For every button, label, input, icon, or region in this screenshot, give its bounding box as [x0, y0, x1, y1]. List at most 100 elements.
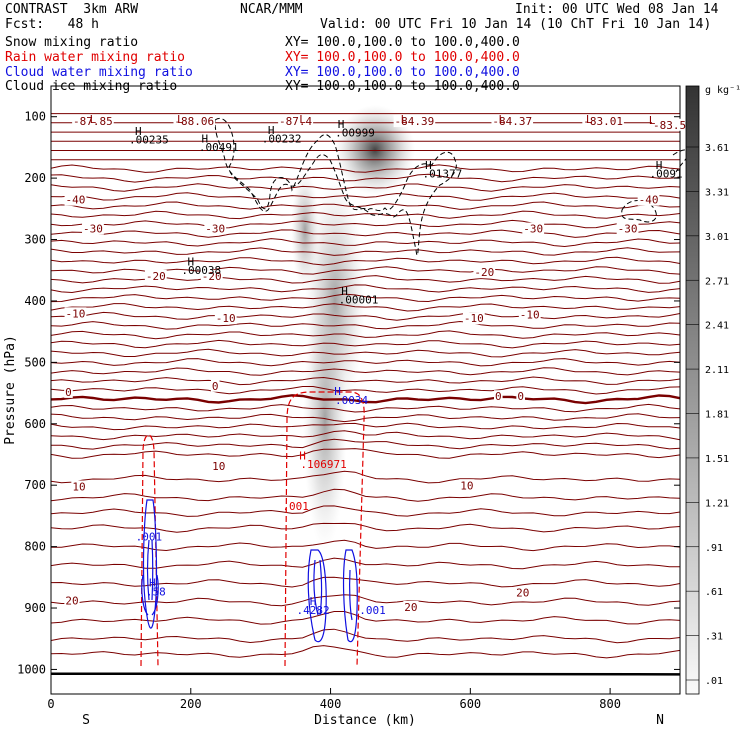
label-bg [204, 222, 227, 235]
south-label: S [82, 713, 90, 728]
field-label-snow: Snow mixing ratio [5, 35, 139, 50]
extremum-label: .106971 [300, 458, 346, 471]
colorbar-tick-label: .31 [705, 632, 723, 643]
extremum-label: H [334, 385, 341, 398]
label-bg [652, 118, 688, 131]
label-bg [393, 115, 436, 128]
colorbar-tick-label: 2.41 [705, 321, 729, 332]
label-bg [173, 115, 216, 128]
temperature-label: 0 [65, 386, 72, 399]
extremum-label: .0091 [649, 168, 682, 181]
label-bg [403, 600, 419, 613]
temperature-label: -40 [66, 194, 86, 207]
extremum-label: H [149, 577, 156, 590]
extremum-label: L [177, 113, 184, 126]
label-bg [200, 269, 223, 282]
label-bg [214, 312, 237, 325]
colorbar-tick-label: 3.01 [705, 232, 729, 243]
temperature-label: -10 [464, 312, 484, 325]
colorbar-tick-label: .61 [705, 587, 723, 598]
extremum-label: .001 [282, 500, 309, 513]
label-bg [72, 115, 114, 128]
temperature-label: -87.85 [73, 115, 113, 128]
temperature-label: -10 [520, 309, 540, 322]
isotherm-line [50, 210, 681, 220]
isotherm-line [50, 247, 681, 256]
y-tick-label: 300 [24, 233, 46, 247]
isotherm-line [50, 611, 681, 625]
colorbar-tick-label: .01 [705, 676, 723, 687]
temperature-label: 0 [212, 380, 219, 393]
colorbar-tick-label: 2.11 [705, 365, 729, 376]
label-bg [515, 586, 531, 599]
isotherm-line [50, 339, 681, 349]
y-axis-title: Pressure (hPa) [3, 335, 18, 445]
extremum-label: .00999 [335, 126, 375, 139]
extremum-label: .01377 [423, 168, 463, 181]
label-bg [491, 115, 534, 128]
colorbar-tick-label: 3.61 [705, 143, 729, 154]
rain-contour-left [140, 434, 159, 667]
isotherm-line [50, 376, 681, 386]
temperature-label: -87.4 [279, 115, 312, 128]
colorbar-unit: g kg⁻¹ [705, 85, 740, 96]
colorbar-tick-label: 3.31 [705, 187, 729, 198]
extremum-label: L [649, 114, 656, 127]
label-bg [616, 222, 639, 235]
extremum-label: H [341, 285, 348, 298]
rain-contour-center [284, 391, 365, 667]
ground-surface [50, 672, 681, 676]
y-tick-label: 100 [24, 110, 46, 124]
label-bg [210, 379, 220, 392]
y-tick-label: 800 [24, 540, 46, 554]
temperature-label: 10 [72, 480, 85, 493]
colorbar-tick-label: .91 [705, 543, 723, 554]
temperature-label: 0 [517, 390, 524, 403]
model-title: CONTRAST 3km ARW [5, 2, 139, 17]
isotherm-line [50, 219, 681, 229]
isotherm-line [50, 645, 681, 659]
y-tick-label: 600 [24, 417, 46, 431]
label-bg [71, 480, 87, 493]
isotherm-line [50, 403, 681, 413]
isotherm-line [50, 284, 681, 294]
cloud-water-contours [141, 499, 358, 643]
temperature-label: -20 [474, 266, 494, 279]
extremum-label: L [498, 113, 505, 126]
north-label: N [656, 713, 664, 728]
isotherm-line [50, 430, 681, 441]
label-bg [459, 479, 475, 492]
extremum-label: L [401, 113, 408, 126]
extremum-label: L [299, 113, 306, 126]
extremum-label: .00001 [339, 293, 379, 306]
extremum-label: .4282 [297, 604, 330, 617]
isotherm-line [50, 192, 681, 201]
field-xy-rain: XY= 100.0,100.0 to 100.0,400.0 [285, 50, 520, 65]
temperature-label: -20 [202, 270, 222, 283]
extremum-label: .58 [146, 586, 166, 599]
label-bg [493, 390, 503, 403]
temperature-label: 20 [65, 595, 78, 608]
cloud-ice-contour-small [621, 200, 657, 223]
temperature-label: -40 [639, 194, 659, 207]
colorbar-tick-label: 1.21 [705, 498, 729, 509]
extremum-label: H [268, 124, 275, 137]
y-tick-label: 900 [24, 601, 46, 615]
isotherm-line [50, 413, 681, 423]
extremum-label: L [90, 113, 97, 126]
temperature-label: 20 [404, 601, 417, 614]
temperature-label: -30 [618, 223, 638, 236]
x-axis-title: Distance (km) [314, 713, 416, 728]
extremum-label: H [299, 449, 306, 462]
temperature-label: 10 [460, 479, 473, 492]
label-bg [82, 222, 104, 235]
label-bg [64, 307, 87, 320]
isotherm-line [50, 238, 681, 248]
isotherm-line [50, 256, 681, 266]
temperature-label: -83.5 [653, 119, 686, 132]
label-bg [64, 193, 87, 206]
isotherm-line [50, 311, 681, 321]
temperature-label: -30 [83, 223, 103, 236]
